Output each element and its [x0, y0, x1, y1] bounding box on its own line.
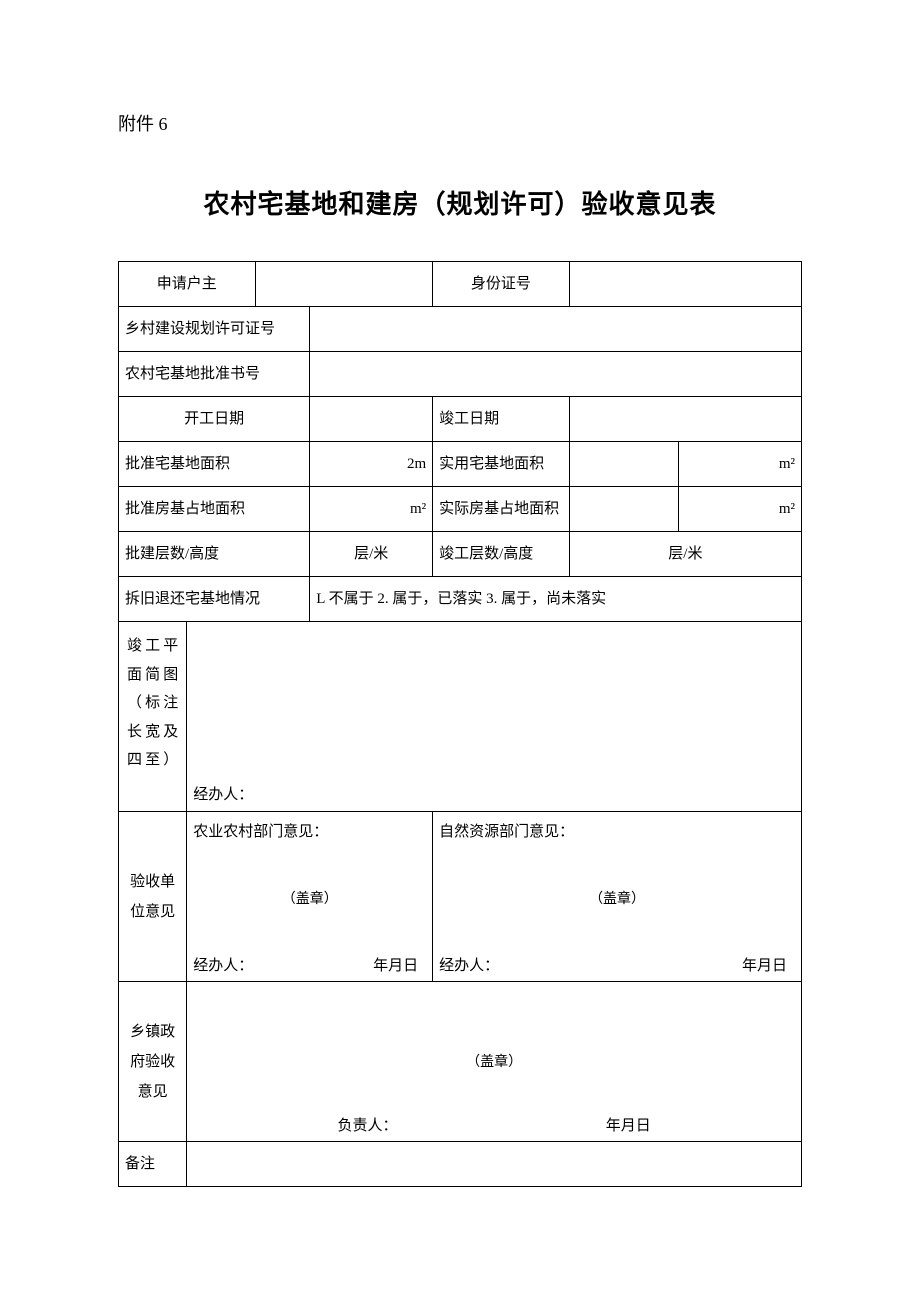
agri-handler: 经办人： [193, 954, 253, 975]
value-demolish-options[interactable]: L 不属于 2. 属于，已落实 3. 属于，尚未落实 [310, 577, 801, 621]
label-start-date: 开工日期 [119, 397, 309, 441]
resource-opinion-box[interactable]: 自然资源部门意见： （盖章） 经办人： 年月日 [433, 812, 801, 981]
agri-date: 年月日 [373, 954, 418, 975]
label-remark: 备注 [119, 1142, 186, 1186]
gov-person-in-charge: 负责人： [337, 1114, 397, 1135]
value-actual-footprint[interactable] [570, 499, 678, 519]
acceptance-form-table: 申请户主 身份证号 乡村建设规划许可证号 农村宅基地批准书号 开工日期 竣工日期… [118, 261, 802, 1187]
label-permit-no: 乡村建设规划许可证号 [119, 307, 309, 351]
agri-opinion-box[interactable]: 农业农村部门意见： （盖章） 经办人： 年月日 [187, 812, 432, 981]
unit-approved-footprint: m² [310, 487, 432, 531]
value-approval-no[interactable] [310, 364, 801, 384]
label-approved-floors: 批建层数/高度 [119, 532, 309, 576]
value-approved-floors-unit: 层/米 [310, 532, 432, 576]
label-finish-date: 竣工日期 [433, 397, 569, 441]
value-approved-site-area[interactable]: 2m [310, 442, 432, 486]
label-approved-site-area: 批准宅基地面积 [119, 442, 309, 486]
value-permit-no[interactable] [310, 319, 801, 339]
gov-opinion-box[interactable]: （盖章） 负责人： 年月日 [187, 982, 801, 1141]
label-approved-footprint: 批准房基占地面积 [119, 487, 309, 531]
value-finished-floors-unit: 层/米 [570, 532, 801, 576]
label-idno: 身份证号 [433, 262, 569, 306]
resource-handler: 经办人： [439, 954, 499, 975]
label-actual-site-area: 实用宅基地面积 [433, 442, 569, 486]
unit-actual-site-area: m² [679, 442, 801, 486]
label-resource-opinion: 自然资源部门意见： [439, 820, 795, 841]
value-remark[interactable] [187, 1154, 801, 1174]
label-sketch: 竣工平面简图（标注长宽及四至） [119, 622, 186, 785]
page-title: 农村宅基地和建房（规划许可）验收意见表 [118, 184, 802, 221]
value-actual-site-area[interactable] [570, 454, 678, 474]
unit-actual-footprint: m² [679, 487, 801, 531]
label-accept-unit: 验收单位意见 [119, 857, 186, 937]
agri-stamp: （盖章） [193, 888, 426, 908]
attachment-label: 附件 6 [118, 110, 802, 136]
label-applicant: 申请户主 [119, 262, 255, 306]
label-gov-opinion: 乡镇政府验收意见 [119, 1007, 186, 1117]
sketch-handler: 经办人： [187, 773, 801, 811]
label-demolish: 拆旧退还宅基地情况 [119, 577, 309, 621]
label-agri-opinion: 农业农村部门意见： [193, 820, 426, 841]
label-approval-no: 农村宅基地批准书号 [119, 352, 309, 396]
value-finish-date[interactable] [570, 409, 801, 429]
label-actual-footprint: 实际房基占地面积 [433, 487, 569, 531]
gov-date: 年月日 [606, 1114, 651, 1135]
value-applicant[interactable] [256, 274, 433, 294]
gov-stamp: （盖章） [193, 1051, 795, 1071]
label-finished-floors: 竣工层数/高度 [433, 532, 569, 576]
value-start-date[interactable] [310, 409, 432, 429]
resource-stamp: （盖章） [439, 888, 795, 908]
resource-date: 年月日 [742, 954, 787, 975]
value-idno[interactable] [570, 274, 801, 294]
